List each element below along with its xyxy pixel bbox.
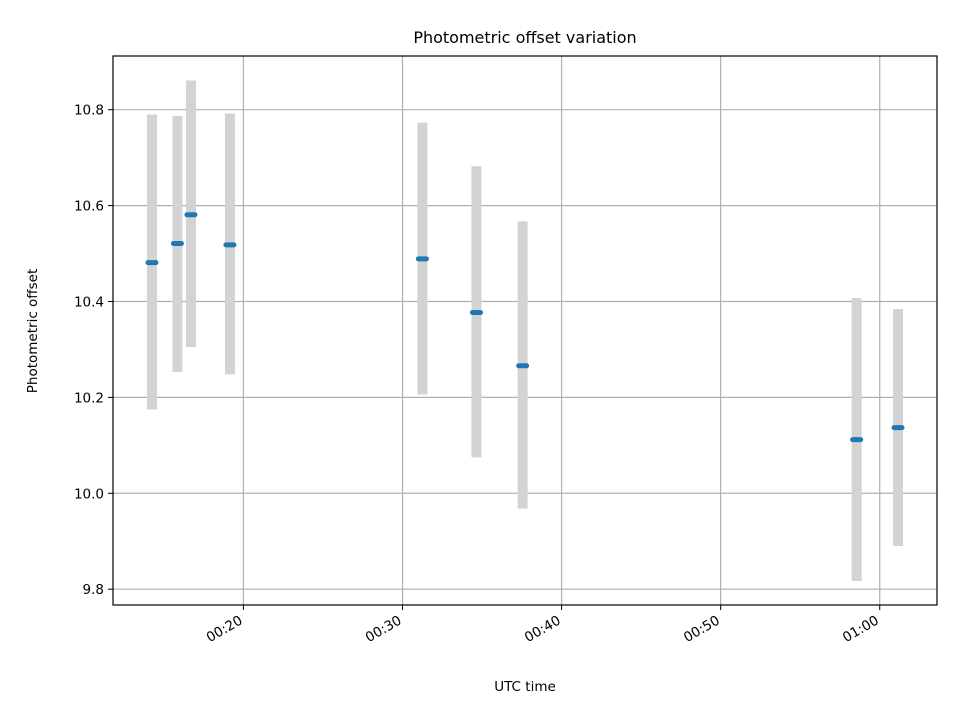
x-tick-label: 00:30 bbox=[363, 613, 405, 646]
y-tick-label: 10.2 bbox=[74, 390, 104, 406]
x-axis-label: UTC time bbox=[494, 679, 556, 695]
x-tick-label: 00:20 bbox=[204, 613, 246, 646]
y-tick-label: 10.4 bbox=[74, 294, 104, 310]
x-tick-label: 01:00 bbox=[840, 613, 882, 646]
y-tick-label: 9.8 bbox=[83, 582, 104, 598]
x-axis: 00:20 00:30 00:40 00:50 01:00 bbox=[204, 605, 882, 646]
y-tick-label: 10.0 bbox=[74, 486, 104, 502]
y-axis-label: Photometric offset bbox=[25, 269, 41, 393]
plot-frame bbox=[112, 55, 938, 606]
errorbar-layer bbox=[146, 80, 904, 582]
x-tick-label: 00:40 bbox=[522, 613, 564, 646]
marker-layer bbox=[145, 212, 905, 443]
chart-title: Photometric offset variation bbox=[413, 28, 636, 47]
y-tick-label: 10.8 bbox=[74, 103, 104, 119]
y-axis: 9.8 10.0 10.2 10.4 10.6 10.8 bbox=[74, 103, 113, 598]
x-tick-label: 00:50 bbox=[681, 613, 723, 646]
y-tick-label: 10.6 bbox=[74, 199, 104, 215]
